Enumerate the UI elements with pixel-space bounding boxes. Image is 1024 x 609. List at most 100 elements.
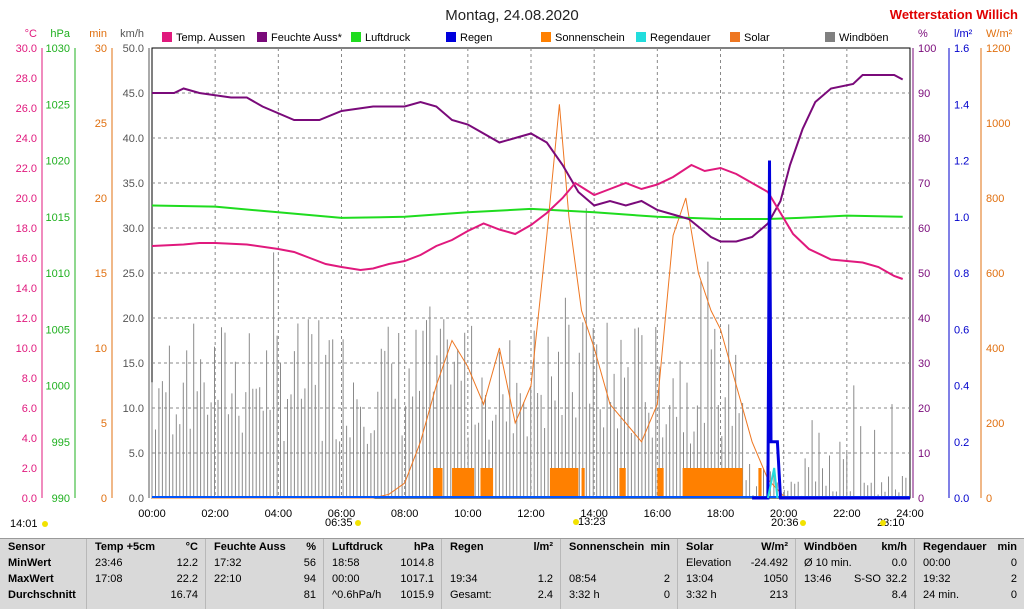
stats-header-title: Solar (686, 541, 714, 553)
humidity-axis-tick: 60 (918, 223, 930, 235)
wind-axis-tick: 0.0 (129, 493, 144, 505)
stats-header-unit: min (997, 541, 1017, 553)
temp-axis-tick: 16.0 (16, 253, 37, 265)
stats-cell-time: 19:34 (450, 573, 478, 585)
x-tick-label: 10:00 (454, 508, 482, 520)
stats-column: Luftdruck hPa 18:58 1014.8 00:00 1017.1 ^0.6hP… (323, 539, 442, 609)
stats-row: 13:04 1050 (678, 571, 796, 587)
stats-row: 24 min. 0 (915, 587, 1024, 603)
x-tick-label: 18:00 (707, 508, 735, 520)
humidity-axis-tick: 100 (918, 43, 936, 55)
stats-cell-value: 0 (663, 589, 670, 601)
temp-axis-tick: 18.0 (16, 223, 37, 235)
sunshine-block (657, 468, 664, 498)
temp-axis-tick: 4.0 (22, 433, 37, 445)
stats-cell-value: 1017.1 (400, 573, 434, 585)
legend-label: Solar (744, 32, 770, 44)
stats-header-title: Windböen (804, 541, 858, 553)
sunshine-block (682, 468, 743, 498)
sunshine-block (433, 468, 443, 498)
legend-label: Feuchte Auss* (271, 32, 343, 44)
temp-axis-tick: 6.0 (22, 403, 37, 415)
pressure-axis-tick: 990 (52, 493, 70, 505)
minutes-axis-tick: 5 (101, 418, 107, 430)
x-tick-label: 06:00 (328, 508, 356, 520)
time-marker: 14:01 (10, 518, 38, 530)
marker-dot (800, 520, 806, 526)
stats-row: 00:00 1017.1 (324, 571, 442, 587)
stats-row: Durchschnitt (0, 587, 86, 603)
stats-header: Temp +5cm °C (87, 539, 206, 555)
marker-dot (42, 521, 48, 527)
series-regendauer (766, 467, 779, 499)
series-feuchte (152, 74, 904, 243)
rain-axis-tick: 0.6 (954, 324, 969, 336)
solar-axis-tick: 400 (986, 343, 1004, 355)
humidity-axis-tick: 20 (918, 403, 930, 415)
rain-axis-tick: 1.0 (954, 212, 969, 224)
stats-header-title: Sonnenschein (569, 541, 645, 553)
time-marker: 13:23 (578, 516, 606, 528)
temp-axis-tick: 12.0 (16, 313, 37, 325)
stats-cell-time: 08:54 (569, 573, 597, 585)
series-luftdruck (151, 204, 903, 220)
wind-axis-tick: 45.0 (123, 88, 144, 100)
stats-header-unit: min (650, 541, 670, 553)
solar-axis-tick: 0 (986, 493, 992, 505)
sunshine-block (619, 468, 626, 498)
stats-row: 3:32 h 213 (678, 587, 796, 603)
temp-axis-tick: 8.0 (22, 373, 37, 385)
sunshine-block (452, 468, 475, 498)
stats-cell-value: 16.74 (170, 589, 198, 601)
stats-column: Sonnenschein min 08:54 2 3:32 h 0 (560, 539, 678, 609)
rain-axis-tick: 0.2 (954, 437, 969, 449)
series-solar (152, 104, 910, 499)
legend-swatch (162, 32, 172, 42)
solar-axis-tick: 1200 (986, 43, 1010, 55)
rain-axis-tick: 0.4 (954, 381, 969, 393)
stats-cell-time: MinWert (8, 557, 52, 569)
humidity-axis-tick: 80 (918, 133, 930, 145)
temp-axis-tick: 20.0 (16, 193, 37, 205)
legend-swatch (446, 32, 456, 42)
solar-axis-unit: W/m² (986, 28, 1013, 40)
wind-axis-unit: km/h (120, 28, 144, 40)
stats-cell-value: 94 (303, 573, 316, 585)
stats-cell-time: 19:32 (923, 573, 951, 585)
sunshine-block (480, 468, 494, 498)
legend-label: Regendauer (650, 32, 711, 44)
wind-axis-tick: 25.0 (123, 268, 144, 280)
temp-axis-tick: 10.0 (16, 343, 37, 355)
stats-row: 16.74 (87, 587, 206, 603)
stats-cell-time: 17:32 (214, 557, 242, 569)
stats-cell-time: Gesamt: (450, 589, 492, 601)
stats-column: Windböen km/h Ø 10 min. 0.0 13:46 S-SO 32.2 8.4 (795, 539, 915, 609)
stats-row: Ø 10 min. 0.0 (796, 555, 915, 571)
stats-header: Solar W/m² (678, 539, 796, 555)
temp-axis-unit: °C (25, 28, 37, 40)
stats-cell-value: 0 (1010, 589, 1017, 601)
stats-row: MaxWert (0, 571, 86, 587)
stats-header-unit: % (306, 541, 316, 553)
stats-cell-time: 13:46 (804, 573, 832, 585)
temp-axis-tick: 24.0 (16, 133, 37, 145)
stats-column: Regendauer min 00:00 0 19:32 2 24 min. 0 (914, 539, 1024, 609)
rain-axis-tick: 1.4 (954, 99, 969, 111)
stats-header: Regen l/m² (442, 539, 561, 555)
humidity-axis-tick: 90 (918, 88, 930, 100)
wind-axis-tick: 30.0 (123, 223, 144, 235)
legend-swatch (730, 32, 740, 42)
pressure-axis-tick: 1020 (46, 156, 70, 168)
stats-row: 19:32 2 (915, 571, 1024, 587)
legend-swatch (541, 32, 551, 42)
rain-axis-tick: 1.6 (954, 43, 969, 55)
stats-cell-value: 1015.9 (400, 589, 434, 601)
humidity-axis-tick: 30 (918, 358, 930, 370)
temp-axis-tick: 26.0 (16, 103, 37, 115)
sunshine-block (758, 468, 762, 498)
minutes-axis-tick: 15 (95, 268, 107, 280)
time-marker: 06:35 (325, 517, 353, 529)
station-name: Wetterstation Willich (890, 7, 1018, 22)
solar-axis-tick: 200 (986, 418, 1004, 430)
wind-axis-tick: 20.0 (123, 313, 144, 325)
